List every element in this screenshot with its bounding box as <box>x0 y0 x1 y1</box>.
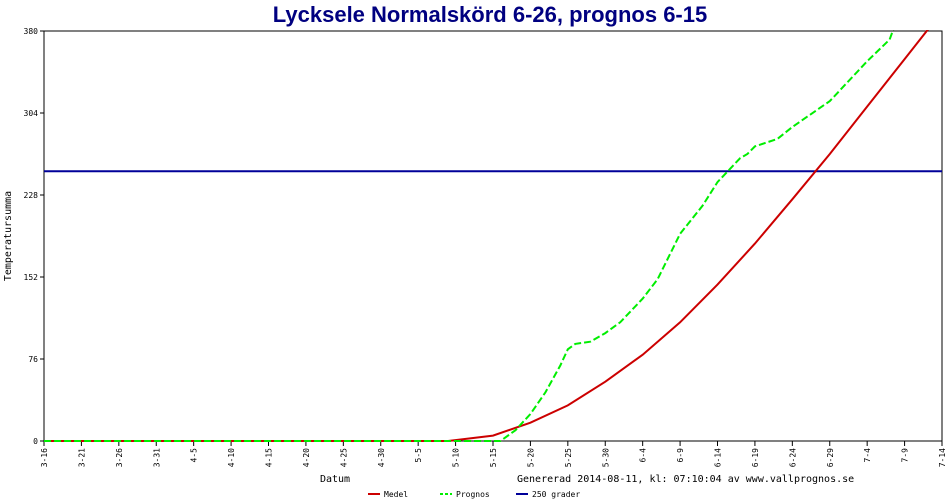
y-tick-label: 76 <box>28 355 38 364</box>
series-line-medel <box>44 30 929 442</box>
x-tick-label: 3-21 <box>77 448 86 467</box>
x-tick-label: 4-10 <box>227 448 236 467</box>
x-tick-label: 6-14 <box>714 448 723 467</box>
plot-area: 0 76 152 228 304 380 3-16 3-21 3-26 3-31 4-5 4-10 4-… <box>24 27 947 467</box>
x-tick-label: 5-25 <box>564 448 573 467</box>
x-tick-label: 4-30 <box>377 448 386 467</box>
footer-text: Genererad 2014-08-11, kl: 07:10:04 av ww… <box>517 474 854 485</box>
series-line-prognos <box>44 30 895 442</box>
y-tick-label: 0 <box>33 437 38 446</box>
chart-title: Lycksele Normalskörd 6-26, prognos 6-15 <box>273 2 707 27</box>
x-tick-label: 4-15 <box>265 448 274 467</box>
x-tick-label: 5-30 <box>601 448 610 467</box>
legend-label: Prognos <box>456 490 490 499</box>
y-tick-label: 152 <box>24 273 39 282</box>
x-tick-label: 7-4 <box>863 448 872 463</box>
x-tick-label: 6-29 <box>826 448 835 467</box>
x-tick-label: 4-25 <box>339 448 348 467</box>
x-tick-label: 4-5 <box>190 448 199 463</box>
x-tick-label: 4-20 <box>302 448 311 467</box>
x-tick-label: 5-15 <box>489 448 498 467</box>
x-tick-label: 6-19 <box>751 448 760 467</box>
x-tick-label: 6-24 <box>788 448 797 467</box>
x-tick-label: 3-16 <box>40 448 49 467</box>
legend-label: 250 grader <box>532 490 580 499</box>
plot-frame <box>43 30 943 442</box>
x-tick-label: 7-14 <box>938 448 947 467</box>
y-tick-label: 304 <box>24 109 39 118</box>
legend-label: Medel <box>384 490 408 499</box>
x-tick-label: 5-20 <box>526 448 535 467</box>
legend: Medel Prognos 250 grader <box>368 490 580 499</box>
x-tick-label: 5-5 <box>414 448 423 463</box>
x-tick-label: 7-9 <box>901 448 910 463</box>
x-tick-label: 6-4 <box>639 448 648 463</box>
x-tick-label: 6-9 <box>676 448 685 463</box>
x-tick-label: 3-31 <box>152 448 161 467</box>
x-axis-label: Datum <box>320 474 350 485</box>
y-axis-label: Temperatursumma <box>3 191 14 281</box>
x-tick-label: 3-26 <box>115 448 124 467</box>
x-tick-label: 5-10 <box>452 448 461 467</box>
y-tick-label: 228 <box>24 191 39 200</box>
y-tick-label: 380 <box>24 27 39 36</box>
